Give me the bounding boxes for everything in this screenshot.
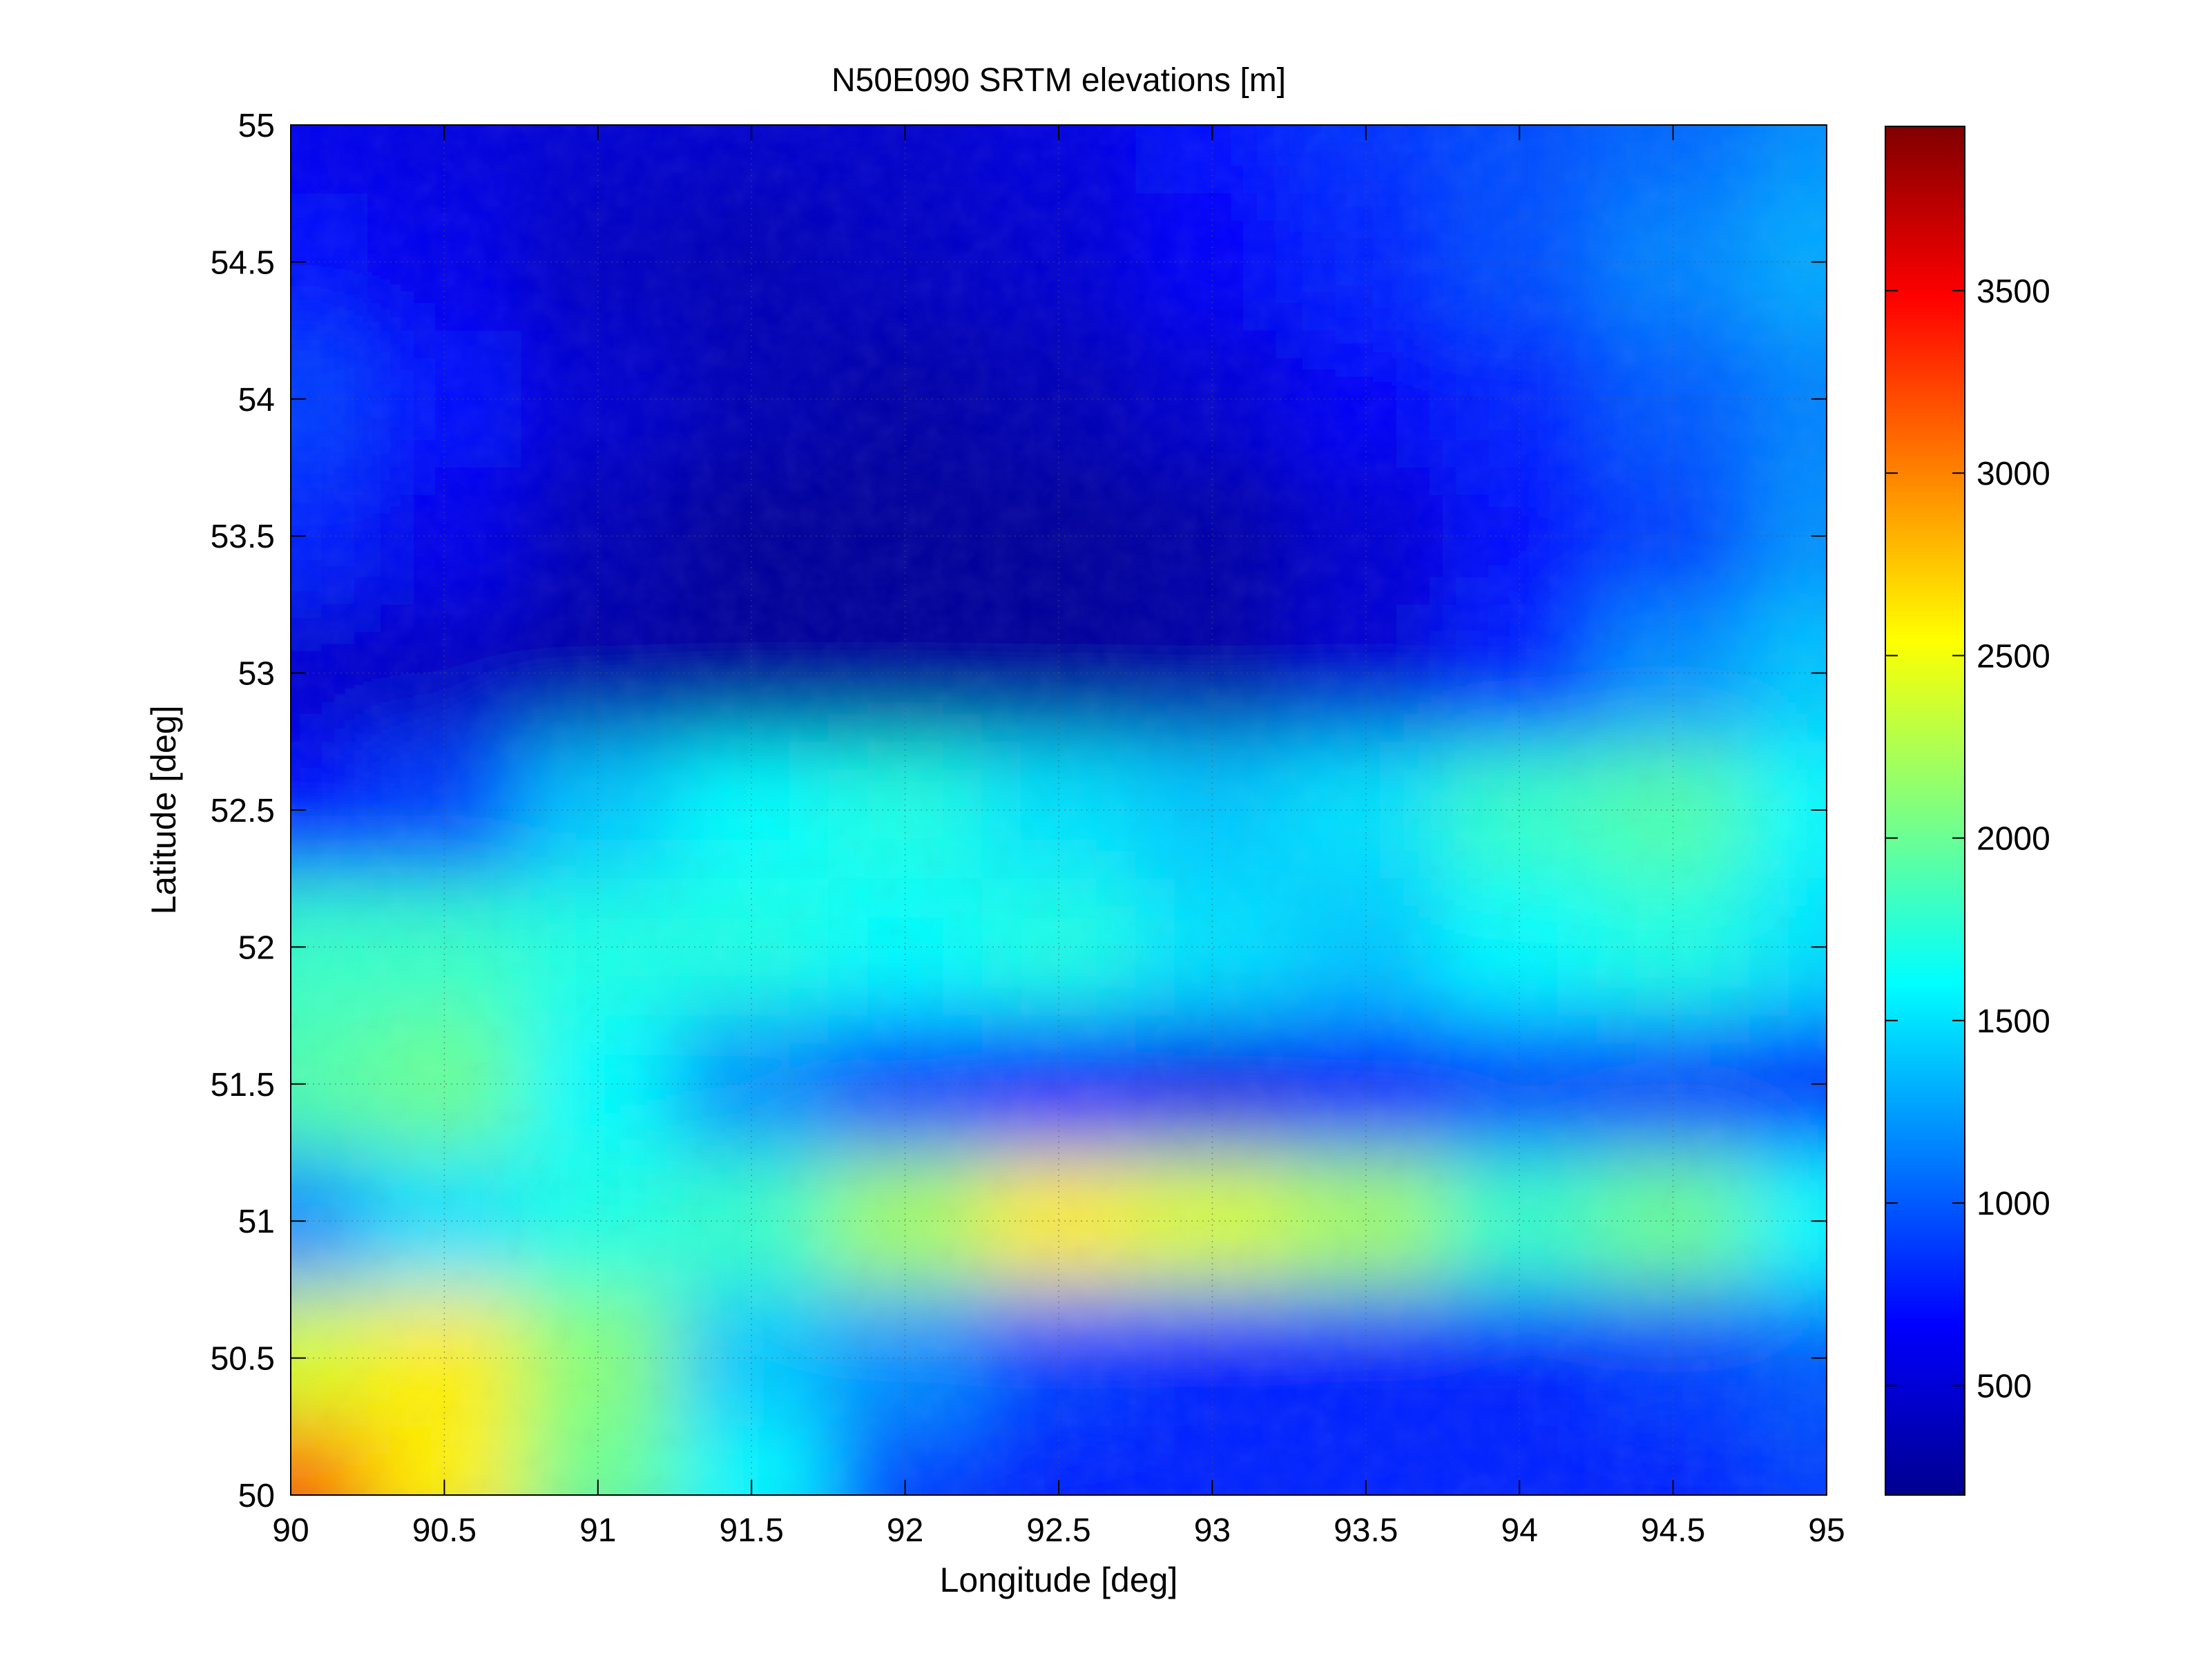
grid-lines [291,125,1827,1495]
x-tick-label: 91.5 [719,1512,783,1549]
x-tick-label: 94 [1501,1512,1538,1549]
x-tick-label: 93.5 [1334,1512,1398,1549]
y-tick-label: 50.5 [211,1341,275,1378]
y-tick-label: 51.5 [211,1067,275,1103]
y-tick-label: 52 [238,929,275,966]
x-tick-label: 92 [887,1512,923,1549]
y-tick-label: 50 [238,1478,275,1514]
y-tick-label: 52.5 [211,793,275,829]
colorbar-frame [1885,126,1965,1496]
x-tick-label: 93 [1194,1512,1231,1549]
x-tick-label: 95 [1808,1512,1845,1549]
colorbar-tick-label: 2500 [1977,638,2050,675]
colorbar: 500 1000 1500 2000 2500 3000 3500 [1885,126,2050,1496]
x-axis-label: Longitude [deg] [940,1561,1178,1599]
x-tick-label: 90.5 [412,1512,477,1549]
y-tick-labels: 50 50.5 51 51.5 52 52.5 53 53.5 54 54.5 55 [211,108,275,1514]
x-tick-label: 91 [579,1512,616,1549]
colorbar-tick-label: 1000 [1977,1186,2050,1222]
x-tick-label: 94.5 [1641,1512,1705,1549]
heatmap-area [291,125,1827,1495]
y-tick-label: 51 [238,1204,275,1240]
x-tick-label: 90 [272,1512,309,1549]
colorbar-tick-label: 3500 [1977,273,2050,310]
y-tick-label: 54 [238,382,275,418]
axis-ticks [290,124,1827,1496]
chart-title: N50E090 SRTM elevations [m] [831,62,1286,99]
x-tick-labels: 90 90.5 91 91.5 92 92.5 93 93.5 94 94.5 95 [272,1512,1845,1549]
colorbar-tick-label: 500 [1977,1368,2032,1405]
colorbar-tick-label: 1500 [1977,1003,2050,1040]
colorbar-tick-label: 3000 [1977,456,2050,492]
y-tick-label: 55 [238,108,275,144]
y-tick-label: 53 [238,656,275,693]
colorbar-gradient [1885,126,1965,1495]
x-tick-label: 92.5 [1026,1512,1090,1549]
y-tick-label: 53.5 [211,519,275,555]
colorbar-ticks: 500 1000 1500 2000 2500 3000 3500 [1885,273,2050,1405]
y-tick-label: 54.5 [211,244,275,281]
y-axis-label: Latitude [deg] [144,705,183,914]
colorbar-tick-label: 2000 [1977,821,2050,858]
